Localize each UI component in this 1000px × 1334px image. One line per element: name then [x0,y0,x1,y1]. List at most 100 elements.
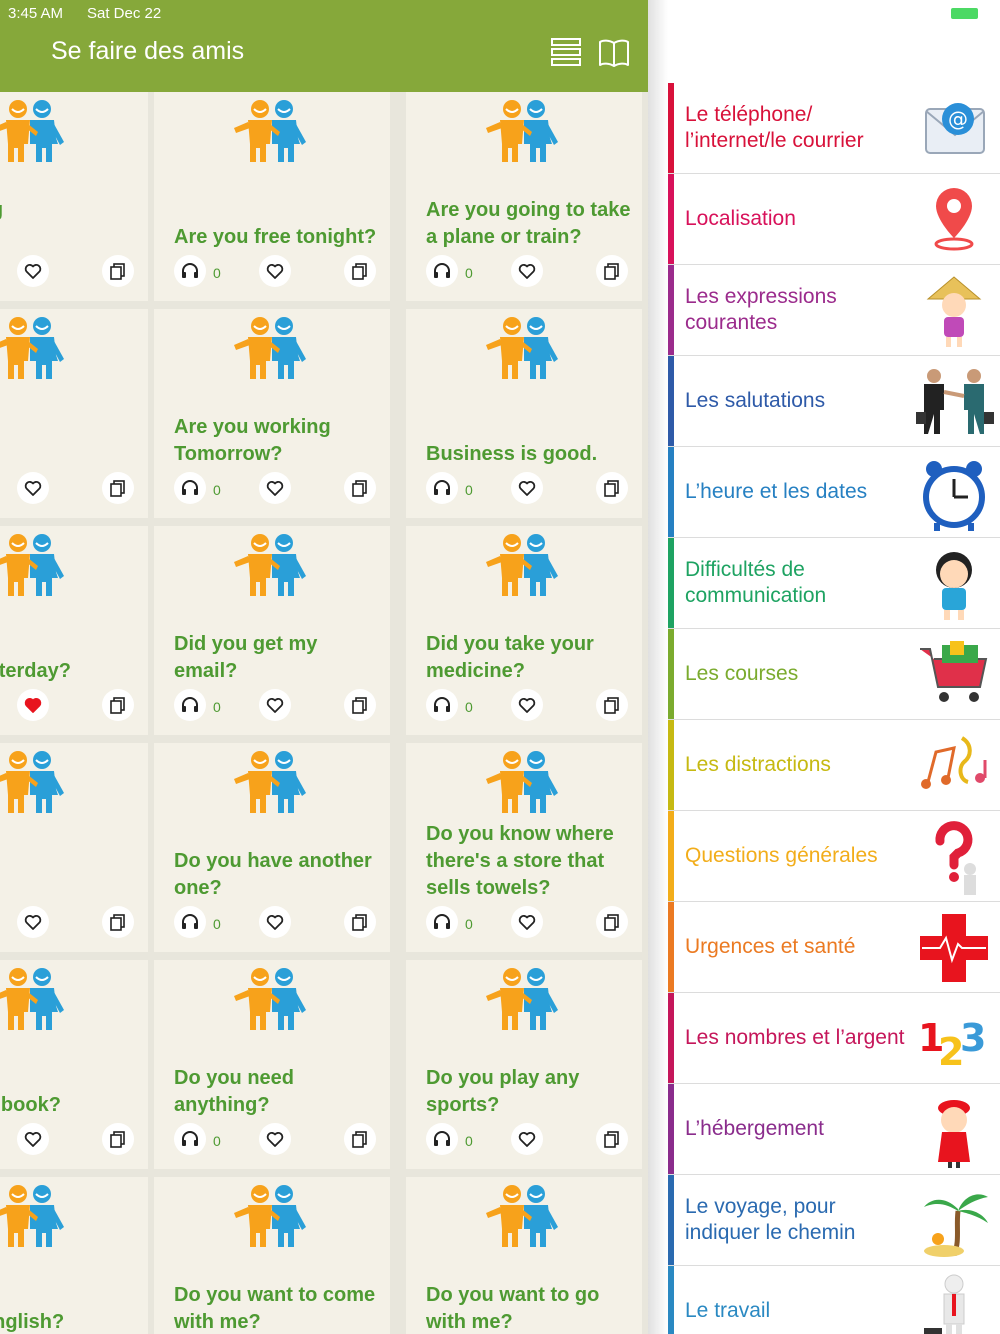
phrase-card[interactable]: go to ften? [0,743,148,952]
heart-icon[interactable] [17,255,49,287]
copy-icon[interactable] [344,255,376,287]
phrase-card[interactable]: Do you want to go with me?0 [406,1177,642,1334]
category-color-bar [668,83,674,173]
category-color-bar [668,720,674,810]
heart-icon[interactable] [259,255,291,287]
copy-icon[interactable] [596,689,628,721]
heart-icon[interactable] [17,906,49,938]
copy-icon[interactable] [344,1123,376,1155]
headphones-icon[interactable] [426,472,458,504]
copy-icon[interactable] [344,906,376,938]
phrase-text: coming ning? [0,197,144,251]
phrase-text: ow yesterday? [0,660,71,682]
book-icon[interactable] [597,37,631,69]
copy-icon[interactable] [596,906,628,938]
phrase-text: sure? [0,441,144,468]
list-icon[interactable] [549,37,583,69]
headphones-icon[interactable] [426,255,458,287]
heart-icon[interactable] [511,689,543,721]
page-title: Se faire des amis [51,37,245,65]
phrase-card[interactable]: Are you working Tomorrow? 0 [154,309,390,518]
phrase-card[interactable]: sure? [0,309,148,518]
category-label: Les courses [685,662,799,685]
phrase-card[interactable]: Do you need anything? 0 [154,960,390,1169]
phrase-card[interactable]: Do you have another one? 0 [154,743,390,952]
question-mark-icon [935,821,976,895]
category-item[interactable]: Les courses [668,629,1000,720]
heart-icon[interactable] [511,1123,543,1155]
copy-icon[interactable] [102,255,134,287]
phrase-text: Did you take your medicine? [426,633,594,682]
heart-icon[interactable] [17,472,49,504]
headphones-icon[interactable] [426,906,458,938]
headphones-icon[interactable] [174,255,206,287]
headphones-icon[interactable] [174,689,206,721]
headphones-icon[interactable] [174,472,206,504]
heart-icon[interactable] [511,906,543,938]
listen-count: 0 [465,699,473,715]
phrase-card[interactable]: ike the book? [0,960,148,1169]
copy-icon[interactable] [596,255,628,287]
friends-icon [486,1185,558,1247]
copy-icon[interactable] [596,1123,628,1155]
category-item[interactable]: Les distractions [668,720,1000,811]
listen-count: 0 [465,916,473,932]
category-item[interactable]: Le téléphone/ l’internet/le courrier @ [668,83,1000,174]
category-label: Les nombres et l’argent [685,1026,905,1049]
category-item[interactable]: L’heure et les dates [668,447,1000,538]
girl-traditional-icon [938,1100,970,1168]
heart-icon[interactable] [259,472,291,504]
phrase-card[interactable]: Business is good. 0 [406,309,642,518]
copy-icon[interactable] [596,472,628,504]
phrase-card[interactable]: Do you play any sports? 0 [406,960,642,1169]
copy-icon[interactable] [102,689,134,721]
copy-icon[interactable] [344,689,376,721]
headphones-icon[interactable] [174,906,206,938]
phrase-card[interactable]: coming ning? [0,92,148,301]
svg-text:@: @ [948,107,968,131]
phrase-card[interactable]: Are you going to take a plane or train? 0 [406,92,642,301]
category-label: Le téléphone/ l’internet/le courrier [685,103,864,152]
phrase-card[interactable]: Do you know where there's a store that s… [406,743,642,952]
phrase-card[interactable]: Do you want to come with me?0 [154,1177,390,1334]
listen-count: 0 [213,482,221,498]
category-color-bar [668,1175,674,1265]
phrase-text: tudy English? [0,1311,65,1333]
category-item[interactable]: Le voyage, pour indiquer le chemin [668,1175,1000,1266]
copy-icon[interactable] [344,472,376,504]
copy-icon[interactable] [102,472,134,504]
category-item[interactable]: Localisation [668,174,1000,265]
phrase-card[interactable]: ow yesterday? [0,526,148,735]
music-notes-icon [921,736,987,789]
heart-icon[interactable] [17,1123,49,1155]
category-item[interactable]: Les expressions courantes [668,265,1000,356]
category-item[interactable]: Difficultés de communication [668,538,1000,629]
heart-icon[interactable] [259,1123,291,1155]
heart-filled-icon[interactable] [17,689,49,721]
category-item[interactable]: L’hébergement [668,1084,1000,1175]
category-item[interactable]: Questions générales [668,811,1000,902]
phrase-card[interactable]: Are you free tonight? 0 [154,92,390,301]
palm-tree-icon [924,1194,988,1257]
listen-count: 0 [465,1133,473,1149]
phrase-card[interactable]: Did you get my email? 0 [154,526,390,735]
copy-icon[interactable] [102,906,134,938]
category-item[interactable]: Le travail [668,1266,1000,1334]
phrase-card[interactable]: Did you take your medicine? 0 [406,526,642,735]
svg-text:3: 3 [960,1016,986,1060]
category-item[interactable]: Urgences et santé [668,902,1000,993]
copy-icon[interactable] [102,1123,134,1155]
headphones-icon[interactable] [174,1123,206,1155]
listen-count: 0 [465,265,473,281]
phrase-card[interactable]: tudy English? [0,1177,148,1334]
friends-icon [0,968,64,1030]
headphones-icon[interactable] [426,1123,458,1155]
headphones-icon[interactable] [426,689,458,721]
heart-icon[interactable] [259,906,291,938]
category-color-bar [668,1266,674,1334]
heart-icon[interactable] [259,689,291,721]
heart-icon[interactable] [511,472,543,504]
category-item[interactable]: Les salutations [668,356,1000,447]
heart-icon[interactable] [511,255,543,287]
